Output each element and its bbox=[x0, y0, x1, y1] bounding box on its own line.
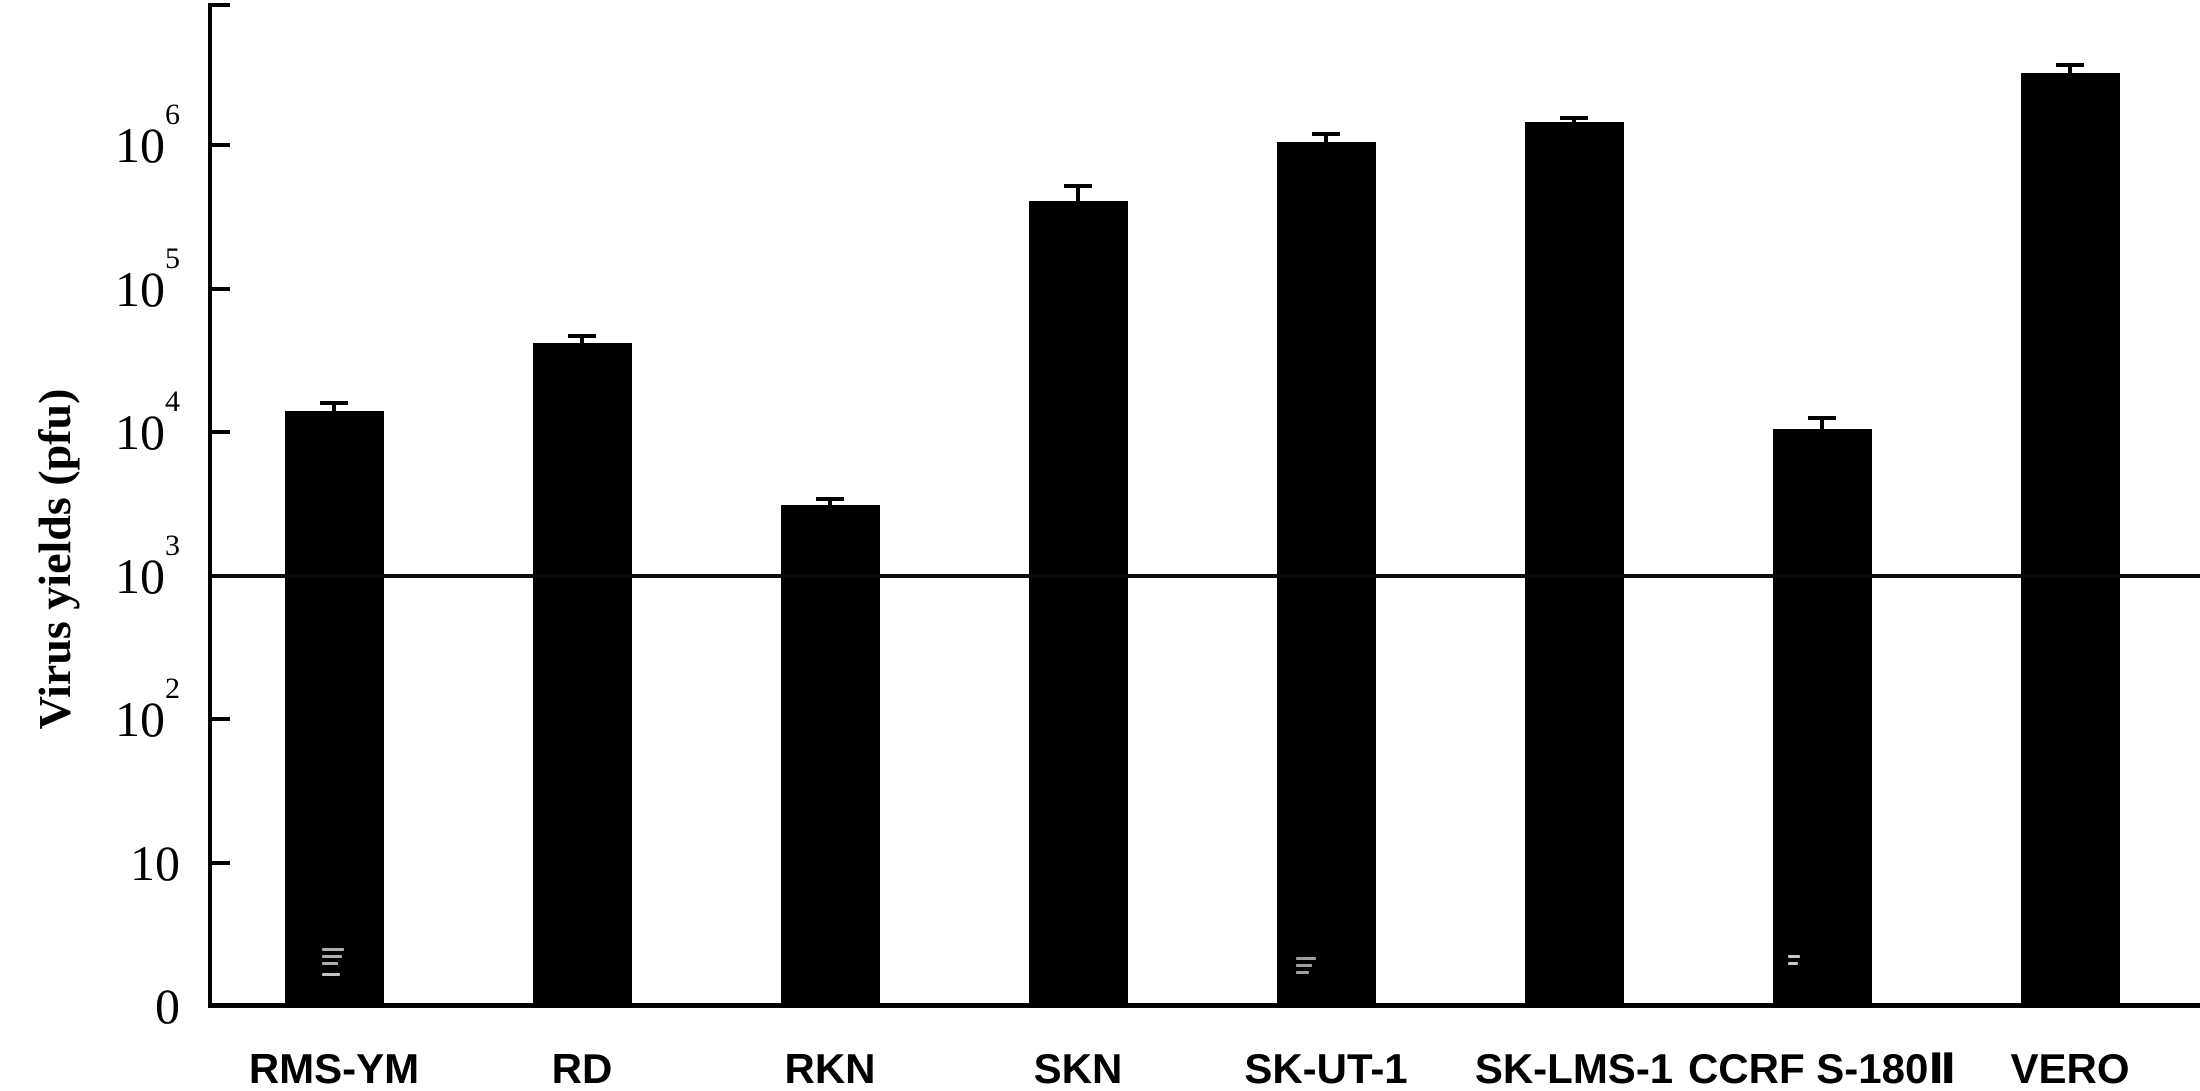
y-axis-tick bbox=[212, 143, 230, 147]
reference-line-10e3 bbox=[212, 574, 2200, 578]
bar bbox=[2020, 72, 2120, 1007]
y-tick-exponent: 2 bbox=[165, 672, 180, 706]
y-tick-label: 102 bbox=[115, 672, 180, 747]
y-tick-label: 104 bbox=[115, 385, 180, 460]
y-tick-exponent: 6 bbox=[165, 98, 180, 132]
bar bbox=[532, 342, 632, 1007]
error-bar-cap bbox=[1808, 416, 1836, 421]
bar bbox=[284, 411, 384, 1007]
error-bar-cap bbox=[320, 400, 348, 405]
x-axis-label: RKN bbox=[784, 1045, 876, 1091]
x-axis-label: SKN bbox=[1033, 1045, 1123, 1091]
x-axis-line bbox=[208, 1003, 2200, 1008]
x-axis-label: SK-LMS-1 bbox=[1474, 1045, 1674, 1091]
artifact-marks bbox=[1296, 953, 1316, 978]
x-axis-label: VERO bbox=[2010, 1045, 2130, 1091]
y-axis-line bbox=[208, 3, 212, 1008]
bar bbox=[1524, 121, 1624, 1007]
error-bar-stem bbox=[1076, 185, 1080, 213]
y-tick-label: 105 bbox=[115, 241, 180, 317]
error-bar-cap bbox=[1312, 131, 1340, 136]
y-tick-label: 106 bbox=[115, 98, 180, 173]
y-axis-tick bbox=[212, 860, 230, 865]
error-bar-cap bbox=[1560, 115, 1588, 120]
y-axis-tick bbox=[212, 430, 230, 434]
error-bar-cap bbox=[2056, 63, 2084, 68]
y-tick-exponent: 3 bbox=[165, 528, 180, 562]
artifact-marks bbox=[322, 944, 344, 980]
y-tick-exponent: 4 bbox=[165, 385, 180, 419]
y-axis-tick bbox=[212, 3, 230, 7]
y-tick-label: 0 bbox=[155, 978, 180, 1034]
error-bar-cap bbox=[816, 497, 844, 502]
artifact-marks bbox=[1788, 951, 1800, 969]
y-tick-exponent: 5 bbox=[165, 241, 180, 275]
y-axis-tick bbox=[212, 717, 230, 721]
x-axis-label: RD bbox=[551, 1045, 613, 1091]
x-axis-label: CCRF S-180Ⅱ bbox=[1687, 1045, 1957, 1091]
y-axis-tick bbox=[212, 286, 230, 291]
bar bbox=[780, 504, 880, 1007]
y-axis-title: Virus yields (pfu) bbox=[29, 388, 80, 730]
error-bar-cap bbox=[568, 333, 596, 338]
bar bbox=[1028, 200, 1128, 1007]
y-tick-label: 10 bbox=[130, 834, 180, 891]
x-axis-label: RMS-YM bbox=[248, 1045, 420, 1091]
bar bbox=[1772, 428, 1872, 1007]
error-bar-cap bbox=[1064, 183, 1092, 188]
y-tick-label: 103 bbox=[115, 528, 180, 604]
x-axis-label: SK-UT-1 bbox=[1244, 1045, 1408, 1091]
